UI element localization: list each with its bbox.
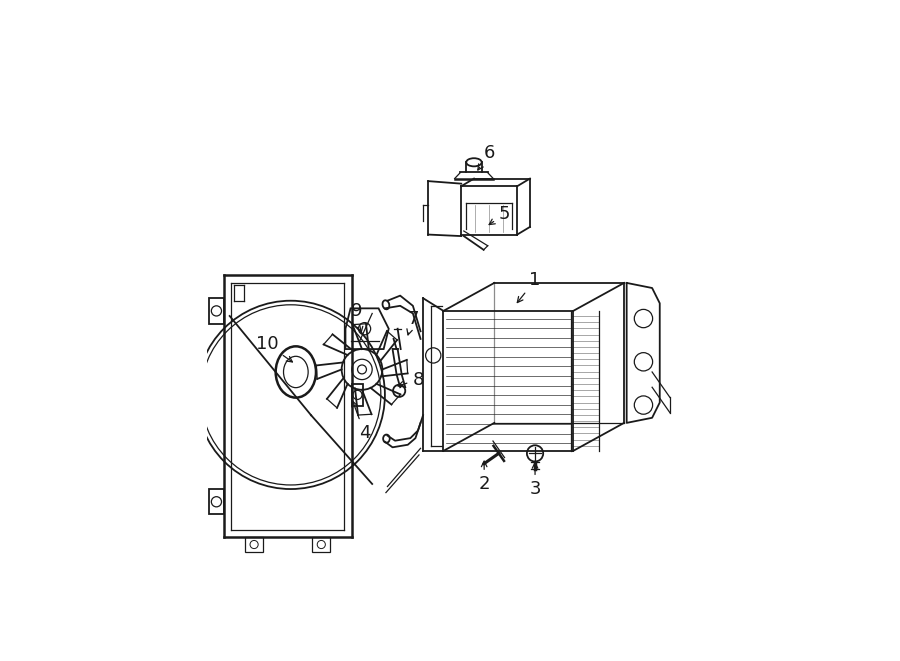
Text: 8: 8	[398, 371, 424, 389]
Text: 4: 4	[352, 401, 370, 442]
Bar	[352, 383, 363, 406]
Text: 5: 5	[489, 205, 510, 225]
Text: 6: 6	[478, 144, 495, 170]
Bar	[245, 537, 264, 552]
Text: 2: 2	[479, 461, 490, 493]
Text: 3: 3	[529, 463, 541, 498]
Bar	[210, 489, 223, 514]
Text: 10: 10	[256, 335, 292, 362]
Text: 7: 7	[407, 309, 418, 335]
Text: 9: 9	[351, 302, 363, 332]
Bar	[210, 298, 223, 324]
Bar	[312, 537, 330, 552]
Text: 1: 1	[518, 272, 541, 303]
